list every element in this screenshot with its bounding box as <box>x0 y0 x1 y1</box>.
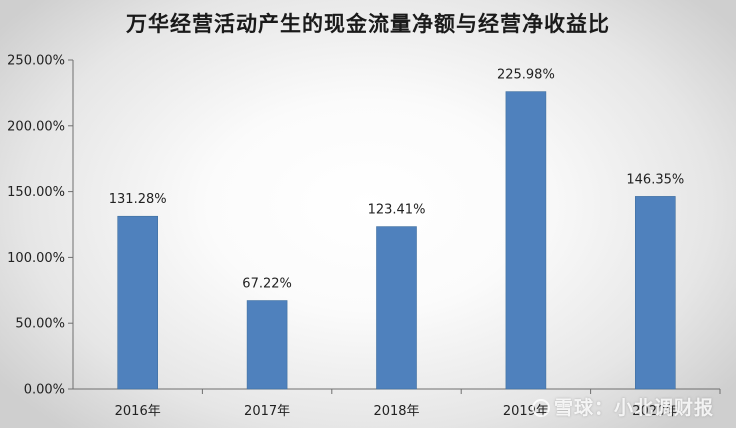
x-tick-label-0: 2016年 <box>115 404 161 419</box>
bar-0 <box>117 215 158 390</box>
y-tick-label: 0.00% <box>24 383 65 398</box>
y-tick-label: 50.00% <box>15 317 65 332</box>
data-label-2: 123.41% <box>368 203 426 218</box>
x-tick-label-1: 2017年 <box>244 404 290 419</box>
x-tick-label-2: 2018年 <box>373 404 419 419</box>
data-label-0: 131.28% <box>109 192 167 207</box>
y-tick-label: 200.00% <box>7 119 65 134</box>
bar-2 <box>376 226 417 390</box>
y-tick-label: 150.00% <box>7 185 65 200</box>
bar-3 <box>505 91 547 390</box>
y-tick-label: 100.00% <box>7 251 65 266</box>
watermark: 雪球：小北调财报 <box>532 393 714 420</box>
bar-4 <box>634 196 676 390</box>
bar-1 <box>246 300 288 390</box>
data-label-3: 225.98% <box>497 68 555 83</box>
chart-title: 万华经营活动产生的现金流量净额与经营净收益比 <box>126 11 610 36</box>
data-label-1: 67.22% <box>242 277 292 292</box>
data-label-4: 146.35% <box>626 172 684 187</box>
watermark-text: 雪球：小北调财报 <box>554 397 715 419</box>
x-tick-label-4: 2020年 <box>632 404 678 419</box>
y-tick-label: 250.00% <box>7 54 65 69</box>
snowball-logo-icon <box>532 399 550 417</box>
